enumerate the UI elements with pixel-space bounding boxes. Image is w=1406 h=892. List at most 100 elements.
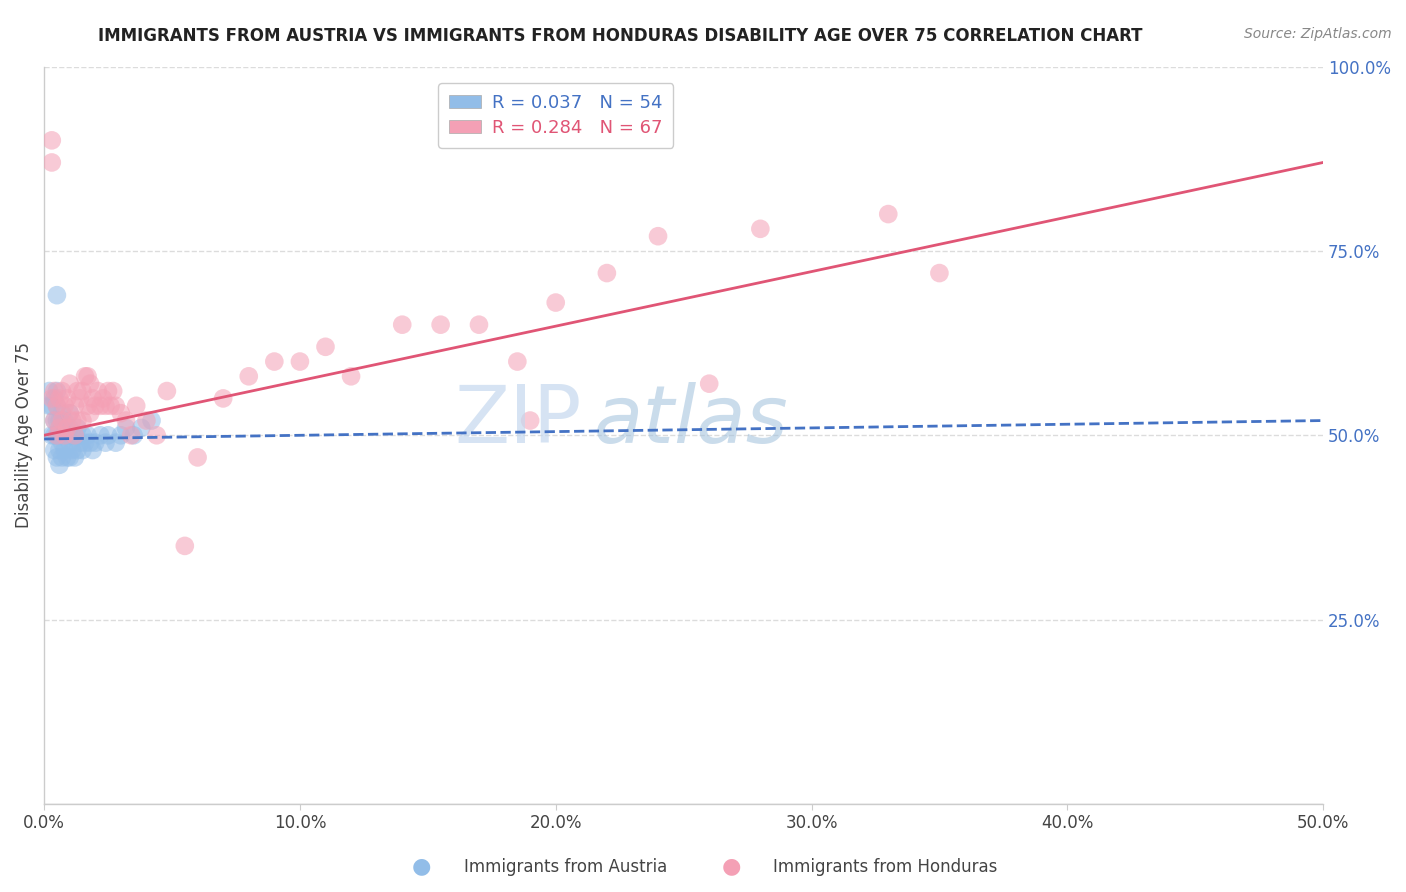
Point	[45, 450, 67, 465]
Point	[41, 399, 63, 413]
Point	[519, 413, 541, 427]
Y-axis label: Disability Age Over 75: Disability Age Over 75	[15, 343, 32, 528]
Point	[468, 318, 491, 332]
Point	[51, 450, 73, 465]
Point	[66, 421, 89, 435]
Text: ●: ●	[721, 856, 741, 876]
Point	[56, 450, 79, 465]
Point	[429, 318, 451, 332]
Point	[79, 376, 101, 391]
Point	[48, 458, 70, 472]
Point	[44, 428, 66, 442]
Point	[38, 399, 60, 413]
Point	[63, 450, 86, 465]
Point	[82, 392, 104, 406]
Point	[73, 369, 96, 384]
Point	[56, 392, 79, 406]
Point	[749, 222, 772, 236]
Point	[41, 133, 63, 147]
Legend: R = 0.037   N = 54, R = 0.284   N = 67: R = 0.037 N = 54, R = 0.284 N = 67	[439, 83, 673, 148]
Text: atlas: atlas	[595, 382, 789, 459]
Point	[45, 399, 67, 413]
Point	[94, 399, 117, 413]
Point	[156, 384, 179, 398]
Point	[72, 413, 94, 427]
Point	[51, 421, 73, 435]
Point	[115, 421, 138, 435]
Point	[66, 413, 89, 427]
Point	[63, 428, 86, 442]
Point	[125, 399, 148, 413]
Point	[135, 413, 157, 427]
Point	[44, 413, 66, 427]
Point	[53, 428, 76, 442]
Point	[100, 399, 122, 413]
Point	[391, 318, 413, 332]
Point	[315, 340, 337, 354]
Point	[41, 392, 63, 406]
Point	[115, 413, 138, 427]
Point	[48, 392, 70, 406]
Point	[104, 435, 127, 450]
Point	[131, 421, 153, 435]
Point	[66, 443, 89, 458]
Point	[59, 406, 82, 420]
Point	[41, 428, 63, 442]
Text: Immigrants from Austria: Immigrants from Austria	[464, 858, 668, 876]
Point	[51, 384, 73, 398]
Point	[48, 421, 70, 435]
Point	[97, 384, 120, 398]
Point	[288, 354, 311, 368]
Point	[697, 376, 720, 391]
Point	[877, 207, 900, 221]
Point	[51, 435, 73, 450]
Point	[56, 428, 79, 442]
Point	[97, 428, 120, 442]
Point	[56, 421, 79, 435]
Point	[59, 376, 82, 391]
Point	[212, 392, 235, 406]
Point	[59, 435, 82, 450]
Point	[45, 288, 67, 302]
Point	[69, 435, 91, 450]
Text: Source: ZipAtlas.com: Source: ZipAtlas.com	[1244, 27, 1392, 41]
Point	[79, 406, 101, 420]
Point	[53, 413, 76, 427]
Text: ZIP: ZIP	[454, 382, 581, 459]
Point	[340, 369, 363, 384]
Point	[110, 428, 132, 442]
Point	[63, 428, 86, 442]
Point	[76, 428, 98, 442]
Point	[104, 399, 127, 413]
Point	[66, 384, 89, 398]
Point	[72, 384, 94, 398]
Point	[76, 369, 98, 384]
Point	[53, 399, 76, 413]
Point	[59, 450, 82, 465]
Point	[44, 443, 66, 458]
Point	[84, 435, 107, 450]
Point	[48, 443, 70, 458]
Point	[69, 392, 91, 406]
Point	[91, 392, 114, 406]
Point	[59, 406, 82, 420]
Point	[76, 399, 98, 413]
Point	[82, 443, 104, 458]
Point	[89, 399, 111, 413]
Point	[53, 428, 76, 442]
Point	[53, 443, 76, 458]
Point	[173, 539, 195, 553]
Point	[60, 413, 83, 427]
Point	[87, 384, 110, 398]
Point	[60, 428, 83, 442]
Point	[48, 413, 70, 427]
Point	[72, 428, 94, 442]
Point	[94, 435, 117, 450]
Point	[187, 450, 209, 465]
Point	[141, 413, 163, 427]
Text: IMMIGRANTS FROM AUSTRIA VS IMMIGRANTS FROM HONDURAS DISABILITY AGE OVER 75 CORRE: IMMIGRANTS FROM AUSTRIA VS IMMIGRANTS FR…	[98, 27, 1143, 45]
Point	[122, 428, 145, 442]
Point	[41, 155, 63, 169]
Point	[60, 443, 83, 458]
Point	[79, 435, 101, 450]
